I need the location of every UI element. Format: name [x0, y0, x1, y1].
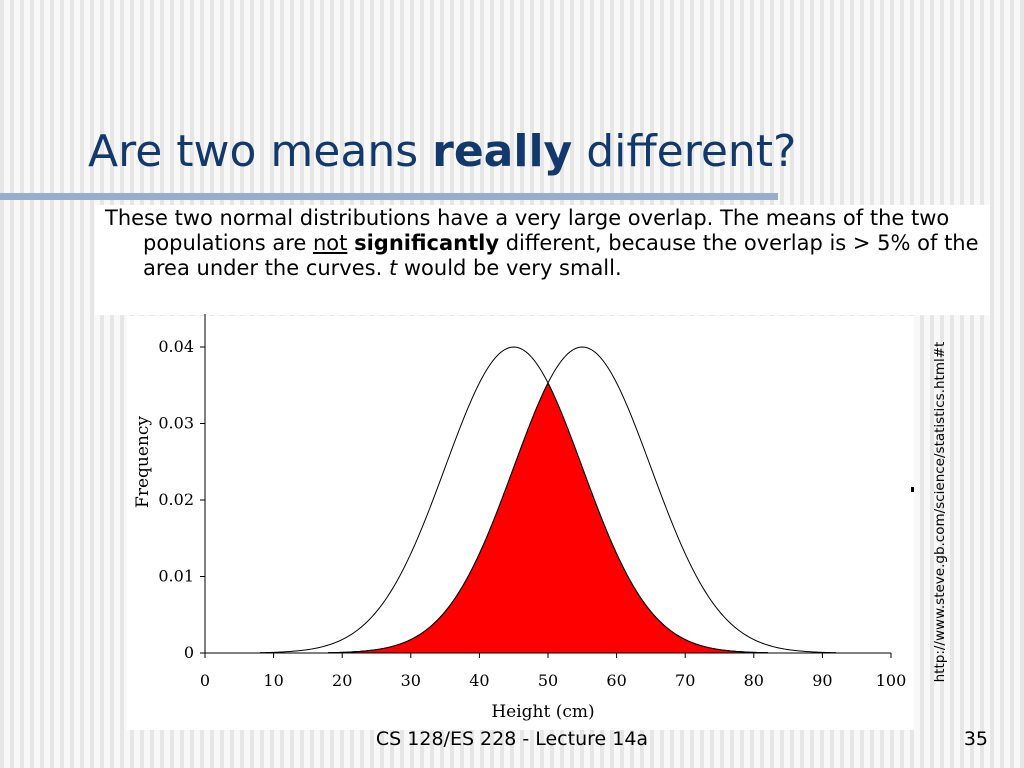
source-url: http://www.steve.gb.com/science/statisti… — [932, 341, 948, 683]
x-tick-label: 30 — [401, 671, 421, 690]
para-not: not — [313, 231, 348, 255]
page-number: 35 — [963, 728, 988, 750]
y-tick-label: 0.04 — [158, 337, 194, 356]
para-significantly: significantly — [354, 231, 500, 255]
x-tick-label: 20 — [332, 671, 352, 690]
x-tick-label: 70 — [675, 671, 695, 690]
text-box — [95, 205, 990, 315]
overlap-area — [327, 381, 769, 654]
y-axis-label: Frequency — [133, 416, 153, 508]
slide-title: Are two means really different? — [88, 126, 796, 179]
x-axis-label: Height (cm) — [491, 702, 594, 722]
series-line-2 — [328, 346, 837, 654]
footer-text: CS 128/ES 228 - Lecture 14a — [375, 728, 649, 750]
x-tick-label: 10 — [263, 671, 283, 690]
para-text-1: These two normal distributions have a ve… — [105, 206, 950, 255]
title-part-1: Are two means — [88, 126, 433, 177]
x-tick-label: 80 — [744, 671, 764, 690]
para-text-3: would be very small. — [397, 256, 622, 280]
title-part-2: different? — [572, 126, 797, 177]
y-tick-label: 0.02 — [158, 490, 194, 509]
x-tick-label: 60 — [606, 671, 626, 690]
y-tick-label: 0.03 — [158, 414, 194, 433]
x-tick-label: 100 — [876, 671, 907, 690]
y-tick-label: 0 — [184, 643, 194, 662]
para-t: t — [388, 256, 398, 280]
x-tick-label: 40 — [469, 671, 489, 690]
x-tick-label: 0 — [200, 671, 210, 690]
title-underline-bar — [0, 193, 778, 200]
edge-mark — [911, 487, 914, 492]
y-tick-label: 0.01 — [158, 567, 194, 586]
x-tick-label: 50 — [538, 671, 558, 690]
para-text-2: different, because the overlap is > 5% o… — [143, 231, 979, 280]
x-tick-label: 90 — [812, 671, 832, 690]
title-emphasis: really — [432, 126, 573, 177]
series-line-1 — [259, 346, 768, 654]
body-paragraph: These two normal distributions have a ve… — [105, 206, 1003, 281]
